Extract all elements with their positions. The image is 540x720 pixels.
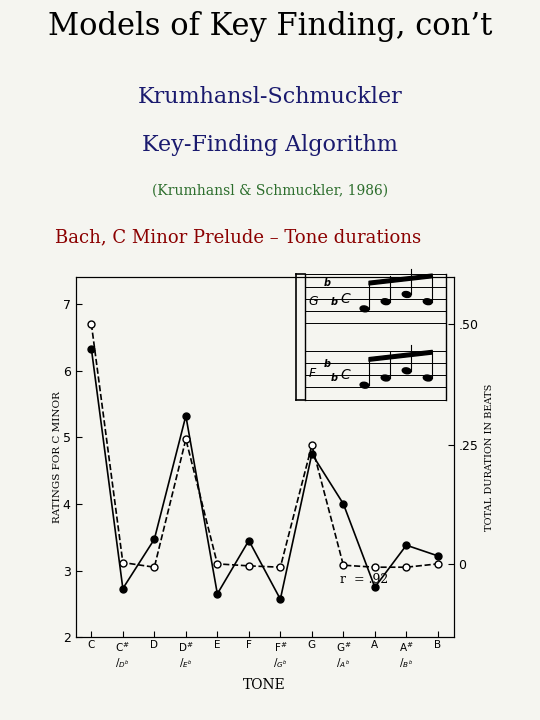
Text: r  = .92: r = .92	[340, 573, 388, 586]
Text: b: b	[324, 278, 331, 288]
Ellipse shape	[402, 292, 411, 297]
Ellipse shape	[360, 382, 369, 388]
Text: C: C	[340, 292, 350, 306]
Text: $\mathit{G}$: $\mathit{G}$	[308, 295, 319, 308]
X-axis label: TONE: TONE	[243, 678, 286, 692]
Ellipse shape	[381, 375, 390, 381]
Text: Models of Key Finding, con’t: Models of Key Finding, con’t	[48, 11, 492, 42]
Text: b: b	[324, 359, 331, 369]
Y-axis label: RATINGS FOR C MINOR: RATINGS FOR C MINOR	[53, 391, 62, 523]
Y-axis label: TOTAL DURATION IN BEATS: TOTAL DURATION IN BEATS	[485, 384, 494, 531]
Text: $\mathit{F}$: $\mathit{F}$	[308, 367, 317, 380]
Text: (Krumhansl & Schmuckler, 1986): (Krumhansl & Schmuckler, 1986)	[152, 184, 388, 197]
Ellipse shape	[423, 375, 432, 381]
Ellipse shape	[360, 306, 369, 312]
Text: C: C	[340, 368, 350, 382]
Ellipse shape	[423, 299, 432, 305]
Ellipse shape	[402, 368, 411, 374]
Text: Key-Finding Algorithm: Key-Finding Algorithm	[142, 134, 398, 156]
Text: b: b	[330, 373, 338, 383]
Text: Bach, C Minor Prelude – Tone durations: Bach, C Minor Prelude – Tone durations	[55, 229, 421, 246]
Ellipse shape	[381, 299, 390, 305]
Text: b: b	[330, 297, 338, 307]
Text: Krumhansl-Schmuckler: Krumhansl-Schmuckler	[138, 86, 402, 109]
